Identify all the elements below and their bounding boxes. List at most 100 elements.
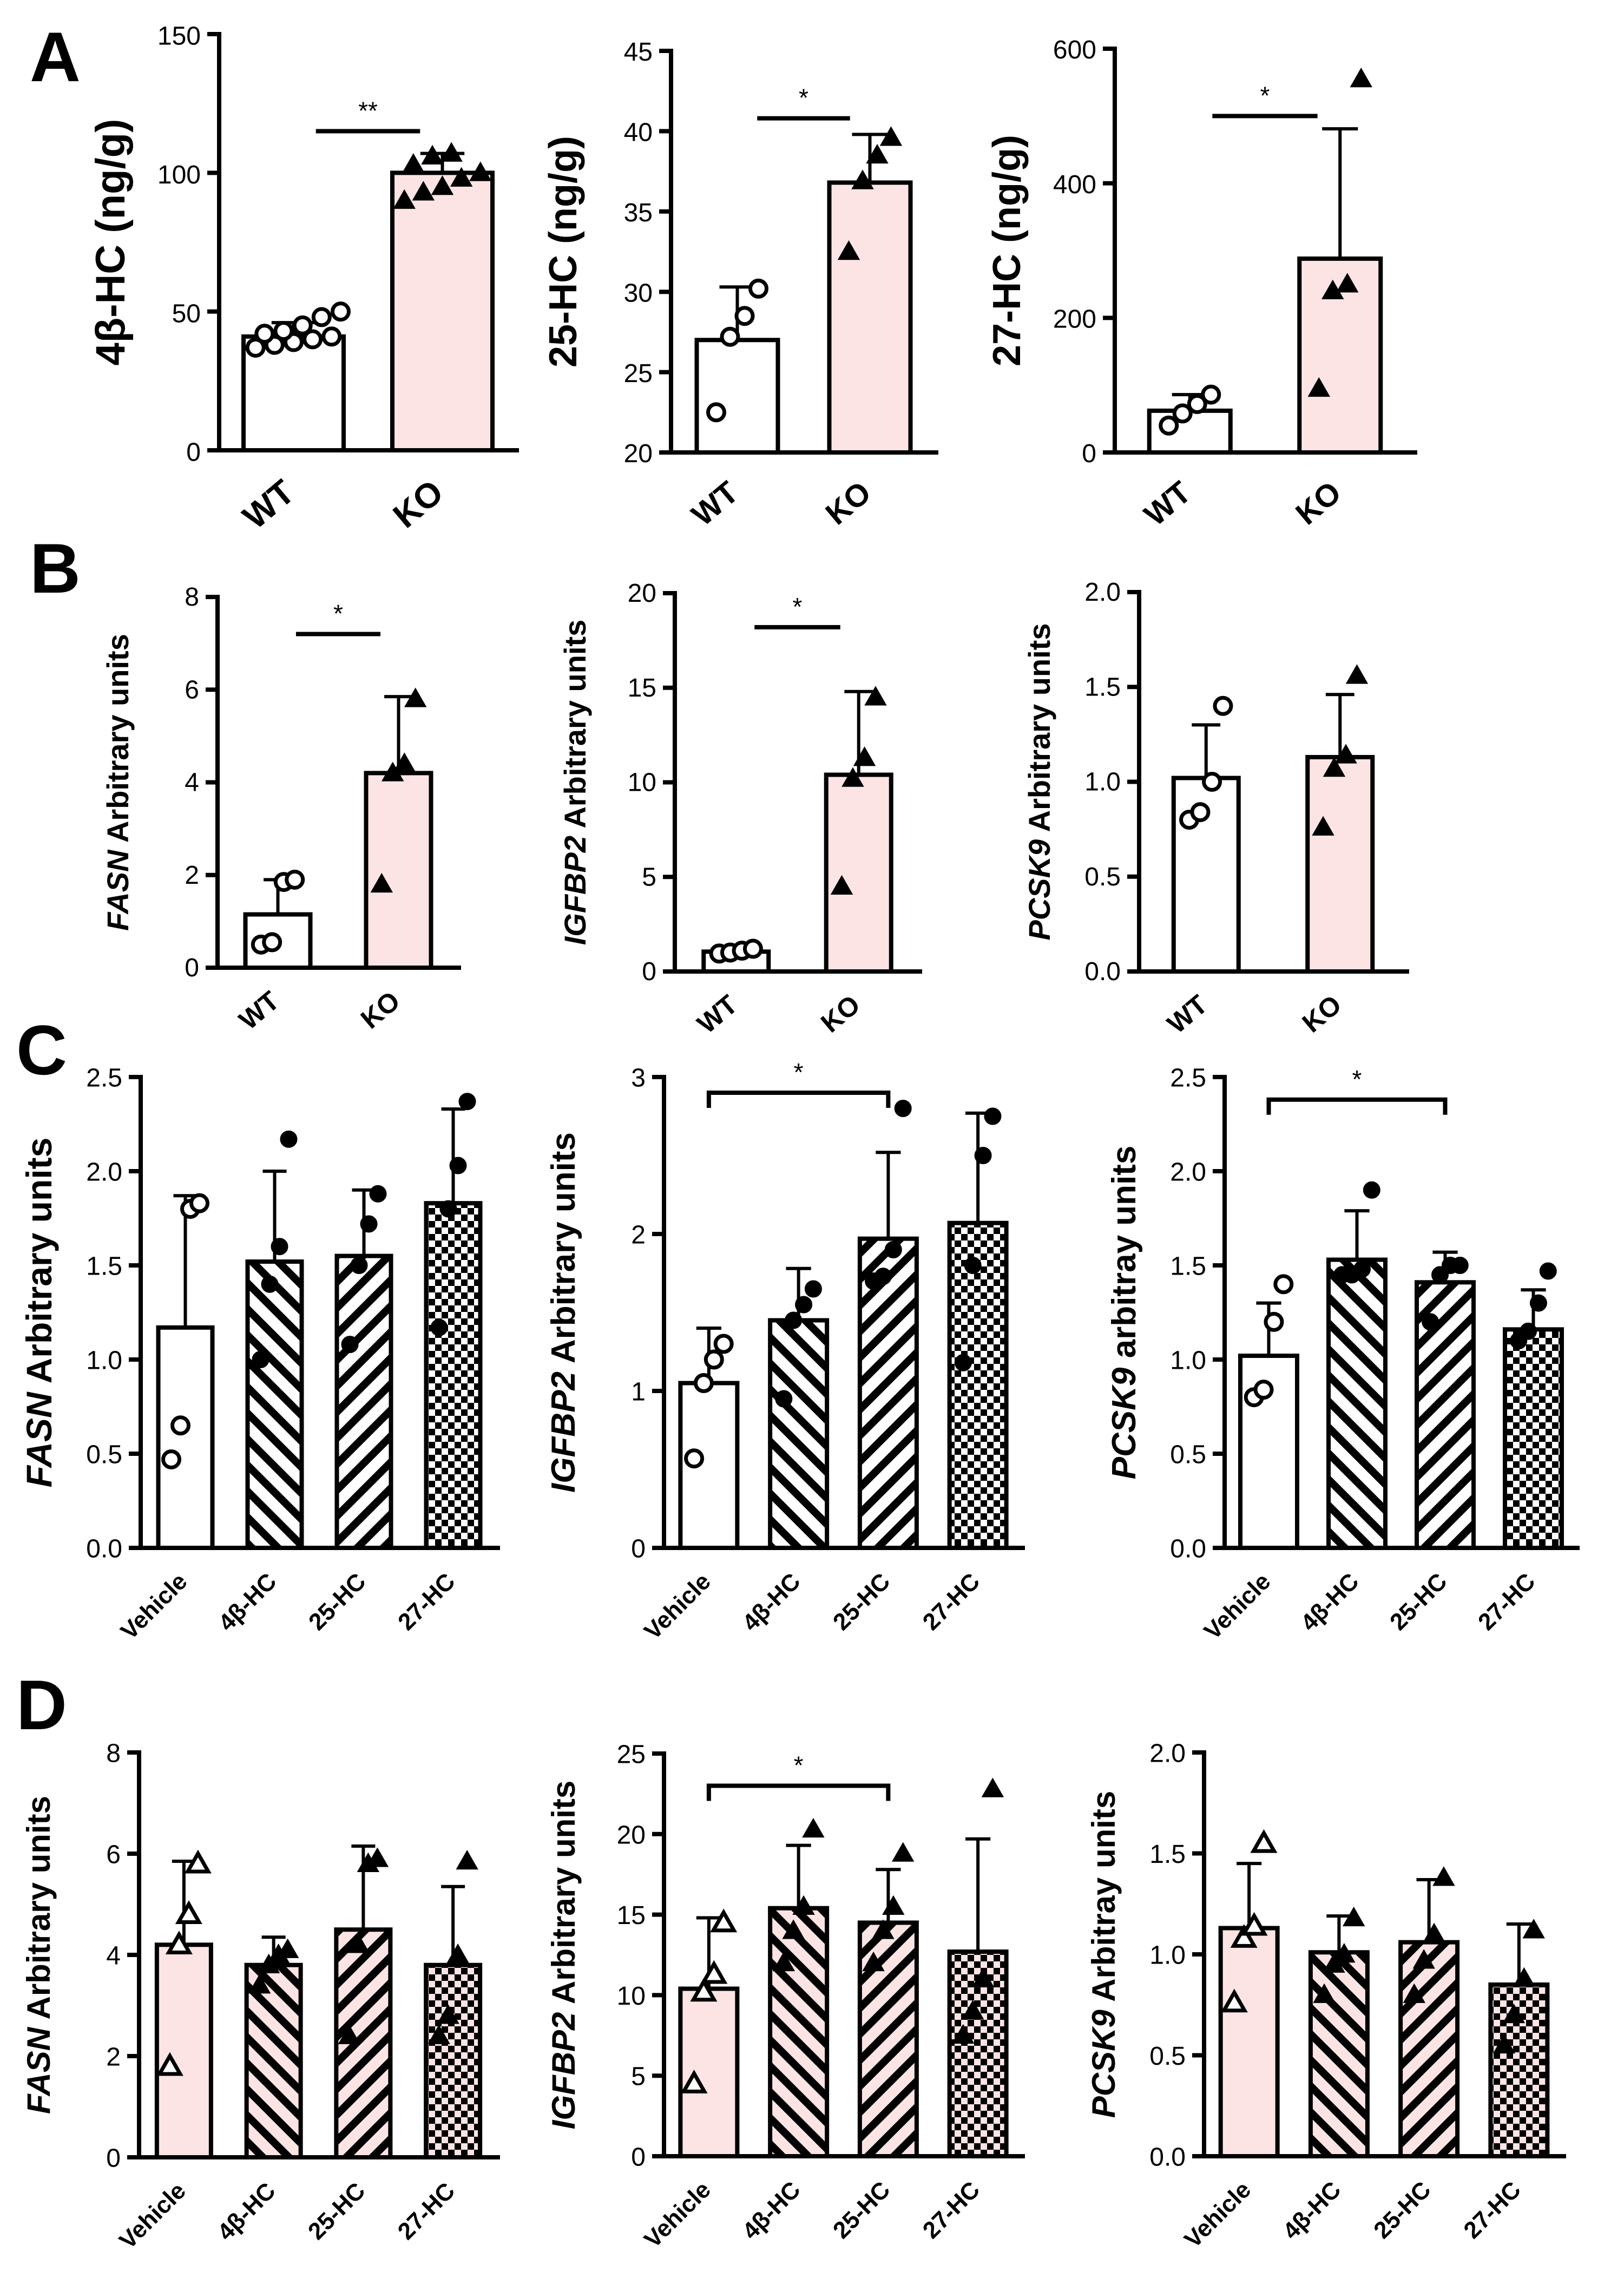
panel-letter-d: D	[16, 1665, 67, 1744]
y-tick-label: 0.5	[1170, 1441, 1206, 1469]
x-tick-label: WT	[1138, 475, 1198, 533]
y-tick-label: 2.0	[1149, 1739, 1186, 1768]
significance-label: *	[1260, 81, 1270, 109]
data-point	[874, 1268, 892, 1285]
data-point	[431, 175, 454, 195]
significance-label: *	[794, 1751, 804, 1780]
data-point	[703, 1349, 724, 1370]
data-point	[700, 1960, 728, 1984]
data-point	[1172, 403, 1193, 424]
data-point	[1264, 1311, 1284, 1332]
significance-label: *	[794, 1058, 804, 1086]
data-point	[161, 1449, 181, 1469]
data-point	[782, 1919, 805, 1939]
y-tick-label: 1.0	[1084, 768, 1121, 797]
y-tick-label: 150	[157, 22, 201, 51]
chart-c-igfbp2: 0 1 2 3 IGFBP2 Arbitrary units Vehicle 4β-HC 25…	[545, 1058, 1025, 1645]
x-tick-label: 27-HC	[918, 1568, 985, 1636]
data-point	[792, 1895, 815, 1915]
y-tick-label: 8	[106, 1739, 121, 1768]
significance-label: *	[333, 600, 343, 628]
data-point	[1502, 2003, 1526, 2024]
y-tick-label: 45	[624, 38, 653, 67]
data-point	[802, 1817, 825, 1838]
data-point	[720, 326, 740, 347]
data-point	[866, 143, 889, 164]
y-tick-label: 2.0	[1170, 1158, 1206, 1187]
data-point	[428, 2024, 450, 2044]
chart-a-4b-hc: 0 50 100 150 4β-HC (ng/g) WT KO **	[88, 22, 519, 536]
y-tick-label: 4	[106, 1942, 121, 1971]
data-point	[879, 126, 903, 146]
data-point	[311, 307, 332, 327]
x-tick-label: 27-HC	[393, 2177, 461, 2245]
data-point	[271, 1238, 288, 1256]
y-tick-label: 0	[1082, 439, 1096, 468]
data-point	[1190, 802, 1211, 823]
data-point	[795, 1296, 813, 1314]
data-point	[175, 1900, 202, 1924]
data-point	[261, 1275, 279, 1293]
y-tick-label: 4	[185, 769, 199, 797]
data-point	[184, 1849, 212, 1874]
y-axis-label: IGFBP2 Arbitrary units	[558, 620, 592, 946]
y-tick-label: 5	[642, 863, 656, 891]
bar-b1-1	[364, 771, 433, 970]
y-tick-label: 6	[106, 1841, 121, 1869]
data-point	[1159, 415, 1179, 436]
data-point	[981, 1777, 1004, 1797]
data-point	[285, 869, 305, 890]
y-tick-label: 2.0	[86, 1158, 122, 1187]
y-tick-label: 1.5	[1084, 673, 1121, 701]
y-axis-label: IGFBP2 Arbitrary units	[545, 1781, 582, 2130]
data-point	[964, 1257, 982, 1274]
y-tick-label: 2	[631, 1221, 646, 1250]
data-point	[338, 2024, 361, 2044]
data-point	[412, 181, 435, 201]
y-tick-label: 1.0	[1170, 1347, 1206, 1375]
x-tick-label: 27-HC	[1458, 2176, 1526, 2244]
data-point	[276, 1938, 299, 1958]
bar-a2-0	[694, 338, 780, 455]
data-point	[785, 1311, 803, 1329]
data-point	[449, 1157, 467, 1174]
data-point	[775, 1390, 793, 1408]
y-tick-label: 15	[617, 1901, 646, 1930]
data-point	[1345, 664, 1369, 684]
y-axis-label: 27-HC (ng/g)	[985, 135, 1029, 366]
bar-c3-1	[1326, 1257, 1388, 1551]
data-point	[748, 278, 768, 299]
data-point	[1313, 1983, 1336, 2003]
significance-label: *	[1352, 1065, 1362, 1093]
data-point	[1363, 1181, 1380, 1199]
data-point	[1522, 1919, 1545, 1939]
data-point	[864, 686, 887, 706]
data-point	[952, 2024, 975, 2044]
data-point	[772, 1951, 795, 1972]
data-point	[437, 2004, 459, 2024]
panel-letter-a: A	[30, 17, 81, 96]
data-point	[1323, 1953, 1345, 1973]
data-point	[851, 169, 874, 189]
data-point	[1513, 1967, 1536, 1987]
data-point	[1312, 816, 1334, 836]
y-tick-label: 1	[631, 1378, 646, 1407]
y-tick-label: 0.0	[1149, 2143, 1186, 2172]
chart-b-igfbp2: 0 5 10 15 20 IGFBP2 Arbitrary units WT KO *	[558, 579, 922, 1040]
x-tick-label: 4β-HC	[213, 1568, 281, 1636]
y-axis-label: FASN Arbitrary units	[21, 1796, 57, 2114]
y-tick-label: 0.0	[86, 1535, 122, 1564]
data-point	[1202, 772, 1222, 792]
y-tick-label: 20	[624, 439, 653, 468]
bar-c3-3	[1503, 1327, 1564, 1551]
bar-d3-1	[1308, 1950, 1370, 2159]
data-point	[706, 402, 726, 423]
significance-bracket	[1266, 1097, 1448, 1115]
data-point	[1342, 1906, 1365, 1927]
chart-b-pcsk9: 0.0 0.5 1.0 1.5 2.0 PCSK9 Arbitrary units WT KO	[1022, 578, 1409, 1039]
x-tick-label: KO	[815, 989, 865, 1039]
y-tick-label: 0.0	[1084, 957, 1121, 986]
data-point	[1520, 1322, 1537, 1340]
x-tick-label: WT	[692, 989, 744, 1040]
